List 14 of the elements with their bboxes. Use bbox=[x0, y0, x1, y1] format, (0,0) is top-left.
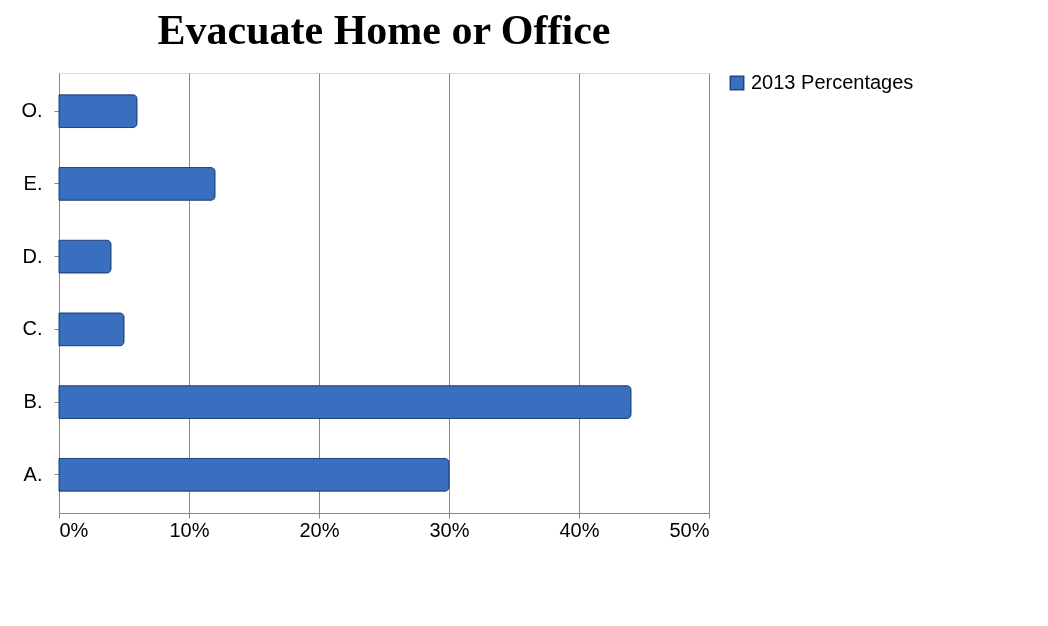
y-tick-label: D. bbox=[22, 244, 43, 267]
legend-label: 2013 Percentages bbox=[751, 71, 914, 93]
y-tick-label: O. bbox=[21, 99, 43, 122]
x-tick-label: 0% bbox=[59, 518, 89, 541]
x-tick-label: 20% bbox=[299, 518, 340, 541]
y-tick-label: B. bbox=[23, 390, 43, 413]
x-tick-label: 10% bbox=[169, 518, 210, 541]
x-tick-label: 40% bbox=[559, 518, 600, 541]
y-tick-label: E. bbox=[23, 171, 43, 194]
x-tick-label: 30% bbox=[429, 518, 470, 541]
y-tick-label: C. bbox=[22, 317, 43, 340]
chart-title: Evacuate Home or Office bbox=[157, 7, 611, 53]
x-tick-label: 50% bbox=[669, 518, 710, 541]
y-tick-label: A. bbox=[23, 462, 43, 485]
